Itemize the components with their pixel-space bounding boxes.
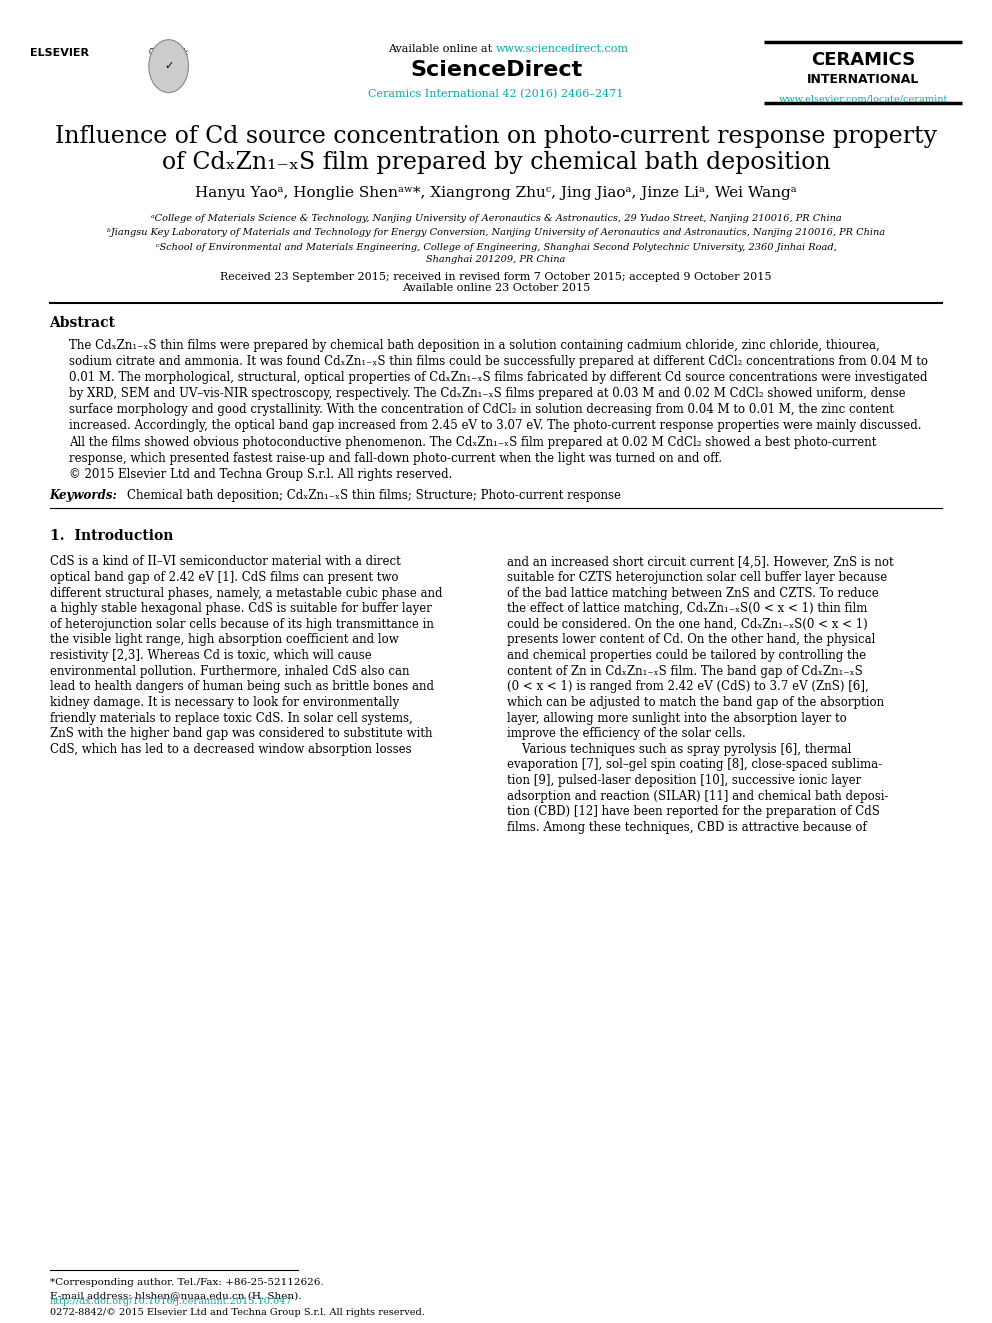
Text: surface morphology and good crystallinity. With the concentration of CdCl₂ in so: surface morphology and good crystallinit… [69, 404, 895, 417]
Text: films. Among these techniques, CBD is attractive because of: films. Among these techniques, CBD is at… [507, 820, 867, 833]
Text: CrossMark: CrossMark [149, 49, 188, 57]
Text: CERAMICS: CERAMICS [810, 50, 916, 69]
Text: of the bad lattice matching between ZnS and CZTS. To reduce: of the bad lattice matching between ZnS … [507, 586, 879, 599]
Text: lead to health dangers of human being such as brittle bones and: lead to health dangers of human being su… [50, 680, 434, 693]
Text: increased. Accordingly, the optical band gap increased from 2.45 eV to 3.07 eV. : increased. Accordingly, the optical band… [69, 419, 922, 433]
Text: a highly stable hexagonal phase. CdS is suitable for buffer layer: a highly stable hexagonal phase. CdS is … [50, 602, 432, 615]
Text: suitable for CZTS heterojunction solar cell buffer layer because: suitable for CZTS heterojunction solar c… [507, 572, 887, 583]
Text: INTERNATIONAL: INTERNATIONAL [806, 73, 920, 86]
Text: Chemical bath deposition; CdₓZn₁₋ₓS thin films; Structure; Photo-current respons: Chemical bath deposition; CdₓZn₁₋ₓS thin… [127, 490, 621, 503]
Text: Various techniques such as spray pyrolysis [6], thermal: Various techniques such as spray pyrolys… [507, 742, 851, 755]
Text: and chemical properties could be tailored by controlling the: and chemical properties could be tailore… [507, 650, 866, 662]
Text: ᶜSchool of Environmental and Materials Engineering, College of Engineering, Shan: ᶜSchool of Environmental and Materials E… [156, 243, 836, 251]
Text: the effect of lattice matching, CdₓZn₁₋ₓS(0 < x < 1) thin film: the effect of lattice matching, CdₓZn₁₋ₓ… [507, 602, 867, 615]
Text: tion (CBD) [12] have been reported for the preparation of CdS: tion (CBD) [12] have been reported for t… [507, 806, 880, 818]
Bar [22, 46, 96, 93]
Text: 0272-8842/© 2015 Elsevier Ltd and Techna Group S.r.l. All rights reserved.: 0272-8842/© 2015 Elsevier Ltd and Techna… [50, 1308, 425, 1318]
Text: could be considered. On the one hand, CdₓZn₁₋ₓS(0 < x < 1): could be considered. On the one hand, Cd… [507, 618, 868, 631]
Text: adsorption and reaction (SILAR) [11] and chemical bath deposi-: adsorption and reaction (SILAR) [11] and… [507, 790, 889, 803]
Text: layer, allowing more sunlight into the absorption layer to: layer, allowing more sunlight into the a… [507, 712, 846, 725]
Text: different structural phases, namely, a metastable cubic phase and: different structural phases, namely, a m… [50, 586, 442, 599]
Text: The CdₓZn₁₋ₓS thin films were prepared by chemical bath deposition in a solution: The CdₓZn₁₋ₓS thin films were prepared b… [69, 339, 880, 352]
Text: friendly materials to replace toxic CdS. In solar cell systems,: friendly materials to replace toxic CdS.… [50, 712, 413, 725]
Text: of CdₓZn₁₋ₓS film prepared by chemical bath deposition: of CdₓZn₁₋ₓS film prepared by chemical b… [162, 151, 830, 175]
Text: the visible light range, high absorption coefficient and low: the visible light range, high absorption… [50, 634, 399, 647]
Text: improve the efficiency of the solar cells.: improve the efficiency of the solar cell… [507, 728, 746, 740]
Text: Available online at: Available online at [389, 44, 496, 54]
Text: ScienceDirect: ScienceDirect [410, 60, 582, 81]
Text: tion [9], pulsed-laser deposition [10], successive ionic layer: tion [9], pulsed-laser deposition [10], … [507, 774, 861, 787]
Text: presents lower content of Cd. On the other hand, the physical: presents lower content of Cd. On the oth… [507, 634, 875, 647]
Text: All the films showed obvious photoconductive phenomenon. The CdₓZn₁₋ₓS film prep: All the films showed obvious photoconduc… [69, 435, 877, 448]
Text: which can be adjusted to match the band gap of the absorption: which can be adjusted to match the band … [507, 696, 884, 709]
Text: environmental pollution. Furthermore, inhaled CdS also can: environmental pollution. Furthermore, in… [50, 664, 409, 677]
Text: ZnS with the higher band gap was considered to substitute with: ZnS with the higher band gap was conside… [50, 728, 433, 740]
Text: evaporation [7], sol–gel spin coating [8], close-spaced sublima-: evaporation [7], sol–gel spin coating [8… [507, 758, 882, 771]
Text: Ceramics International 42 (2016) 2466–2471: Ceramics International 42 (2016) 2466–24… [368, 89, 624, 99]
Text: of heterojunction solar cells because of its high transmittance in: of heterojunction solar cells because of… [50, 618, 434, 631]
Text: Received 23 September 2015; received in revised form 7 October 2015; accepted 9 : Received 23 September 2015; received in … [220, 271, 772, 282]
Text: ✓: ✓ [164, 61, 174, 71]
Text: 0.01 M. The morphological, structural, optical properties of CdₓZn₁₋ₓS films fab: 0.01 M. The morphological, structural, o… [69, 370, 928, 384]
Text: Shanghai 201209, PR China: Shanghai 201209, PR China [427, 255, 565, 263]
Text: Abstract: Abstract [50, 316, 116, 331]
Text: response, which presented fastest raise-up and fall-down photo-current when the : response, which presented fastest raise-… [69, 451, 722, 464]
Text: Influence of Cd source concentration on photo-current response property: Influence of Cd source concentration on … [55, 124, 937, 148]
Text: and an increased short circuit current [4,5]. However, ZnS is not: and an increased short circuit current [… [507, 556, 894, 569]
Text: http://dx.doi.org/10.1016/j.ceramint.2015.10.047: http://dx.doi.org/10.1016/j.ceramint.201… [50, 1297, 293, 1306]
Text: CdS, which has led to a decreased window absorption losses: CdS, which has led to a decreased window… [50, 742, 412, 755]
Text: ᵇJiangsu Key Laboratory of Materials and Technology for Energy Conversion, Nanji: ᵇJiangsu Key Laboratory of Materials and… [107, 229, 885, 237]
Text: optical band gap of 2.42 eV [1]. CdS films can present two: optical band gap of 2.42 eV [1]. CdS fil… [50, 572, 398, 583]
Text: Hanyu Yaoᵃ, Honglie Shenᵃʷ*, Xiangrong Zhuᶜ, Jing Jiaoᵃ, Jinze Liᵃ, Wei Wangᵃ: Hanyu Yaoᵃ, Honglie Shenᵃʷ*, Xiangrong Z… [195, 187, 797, 200]
Text: 1.  Introduction: 1. Introduction [50, 529, 173, 542]
Text: www.elsevier.com/locate/ceramint: www.elsevier.com/locate/ceramint [779, 95, 947, 103]
Text: www.sciencedirect.com: www.sciencedirect.com [496, 44, 629, 54]
Text: *Corresponding author. Tel./Fax: +86-25-52112626.: *Corresponding author. Tel./Fax: +86-25-… [50, 1278, 323, 1287]
Text: E-mail address: hlshen@nuaa.edu.cn (H. Shen).: E-mail address: hlshen@nuaa.edu.cn (H. S… [50, 1291, 302, 1301]
Circle shape [149, 40, 188, 93]
Text: Keywords:: Keywords: [50, 490, 117, 503]
Text: Available online 23 October 2015: Available online 23 October 2015 [402, 283, 590, 294]
Text: sodium citrate and ammonia. It was found CdₓZn₁₋ₓS thin films could be successfu: sodium citrate and ammonia. It was found… [69, 355, 929, 368]
Text: ELSEVIER: ELSEVIER [30, 48, 89, 58]
Text: ᵃCollege of Materials Science & Technology, Nanjing University of Aeronautics & : ᵃCollege of Materials Science & Technolo… [151, 214, 841, 222]
Text: © 2015 Elsevier Ltd and Techna Group S.r.l. All rights reserved.: © 2015 Elsevier Ltd and Techna Group S.r… [69, 468, 452, 480]
Text: CdS is a kind of II–VI semiconductor material with a direct: CdS is a kind of II–VI semiconductor mat… [50, 556, 401, 569]
Text: by XRD, SEM and UV–vis-NIR spectroscopy, respectively. The CdₓZn₁₋ₓS films prepa: by XRD, SEM and UV–vis-NIR spectroscopy,… [69, 388, 906, 400]
Text: kidney damage. It is necessary to look for environmentally: kidney damage. It is necessary to look f… [50, 696, 399, 709]
Text: content of Zn in CdₓZn₁₋ₓS film. The band gap of CdₓZn₁₋ₓS: content of Zn in CdₓZn₁₋ₓS film. The ban… [507, 664, 863, 677]
Text: (0 < x < 1) is ranged from 2.42 eV (CdS) to 3.7 eV (ZnS) [6],: (0 < x < 1) is ranged from 2.42 eV (CdS)… [507, 680, 869, 693]
Text: resistivity [2,3]. Whereas Cd is toxic, which will cause: resistivity [2,3]. Whereas Cd is toxic, … [50, 650, 371, 662]
